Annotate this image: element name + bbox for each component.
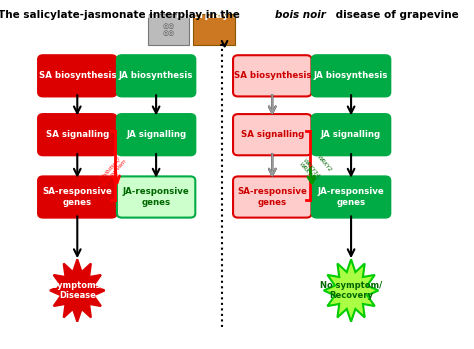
Text: WRKY34,
WRKY45: WRKY34, WRKY45 <box>297 157 321 184</box>
Text: disease of grapevine: disease of grapevine <box>332 10 459 20</box>
Text: JA biosynthesis: JA biosynthesis <box>314 71 388 80</box>
Text: Inhibition/
antagonism: Inhibition/ antagonism <box>97 154 128 187</box>
FancyBboxPatch shape <box>38 55 117 96</box>
FancyBboxPatch shape <box>117 114 195 155</box>
FancyBboxPatch shape <box>233 55 311 96</box>
Text: SA-responsive
genes: SA-responsive genes <box>237 187 307 207</box>
FancyBboxPatch shape <box>312 55 390 96</box>
FancyBboxPatch shape <box>117 55 195 96</box>
Text: bois noir: bois noir <box>275 10 326 20</box>
Text: SA-responsive
genes: SA-responsive genes <box>42 187 112 207</box>
FancyBboxPatch shape <box>38 176 117 218</box>
Polygon shape <box>50 259 105 322</box>
FancyBboxPatch shape <box>233 176 311 218</box>
Text: The salicylate-jasmonate interplay in the bois noir disease of grapevine: The salicylate-jasmonate interplay in th… <box>25 10 449 20</box>
Text: JA signalling: JA signalling <box>321 130 381 139</box>
FancyBboxPatch shape <box>117 176 195 218</box>
Text: The salicylate-jasmonate interplay in the: The salicylate-jasmonate interplay in th… <box>0 10 243 20</box>
Text: JA-responsive
genes: JA-responsive genes <box>318 187 384 207</box>
Text: Symptoms/
Disease: Symptoms/ Disease <box>51 281 103 300</box>
Text: SA biosynthesis: SA biosynthesis <box>234 71 311 80</box>
Text: No symptom/
Recovery: No symptom/ Recovery <box>320 281 382 300</box>
Text: JA signalling: JA signalling <box>126 130 186 139</box>
Text: JA biosynthesis: JA biosynthesis <box>119 71 193 80</box>
FancyBboxPatch shape <box>312 176 390 218</box>
Text: SA signalling: SA signalling <box>46 130 109 139</box>
Text: ◎◎
◎◎: ◎◎ ◎◎ <box>163 23 175 36</box>
Polygon shape <box>324 259 378 322</box>
FancyBboxPatch shape <box>233 114 311 155</box>
Text: JA-responsive
genes: JA-responsive genes <box>123 187 190 207</box>
Text: SA signalling: SA signalling <box>241 130 304 139</box>
FancyBboxPatch shape <box>193 14 235 45</box>
Text: SA biosynthesis: SA biosynthesis <box>38 71 116 80</box>
FancyBboxPatch shape <box>38 114 117 155</box>
FancyBboxPatch shape <box>312 114 390 155</box>
FancyBboxPatch shape <box>148 14 189 45</box>
Text: WRKY2: WRKY2 <box>315 154 332 173</box>
